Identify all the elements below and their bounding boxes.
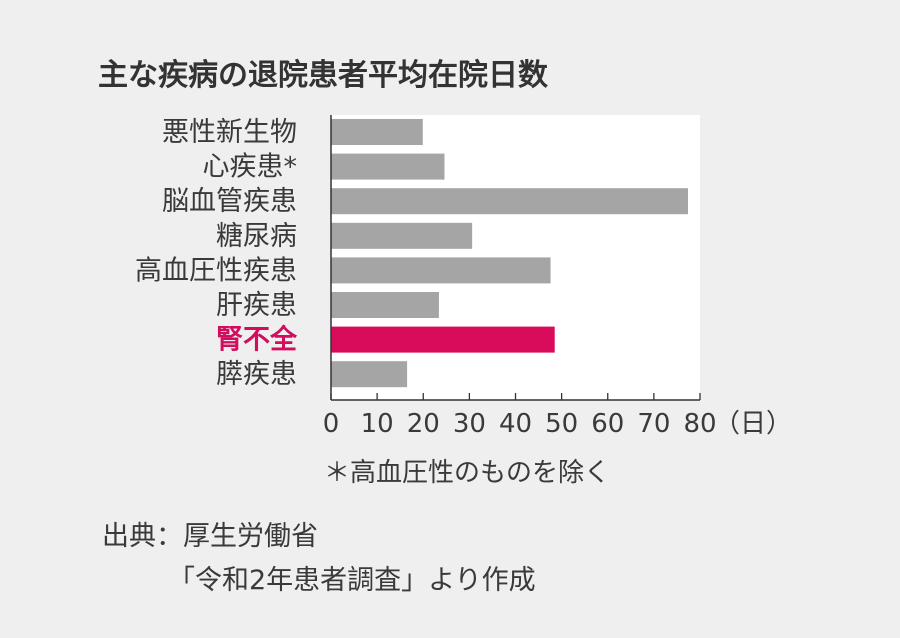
bar-4 xyxy=(331,257,551,284)
bars xyxy=(331,119,689,388)
x-tick-label-8: 80 xyxy=(683,409,716,439)
x-axis: 0 10 20 30 40 50 60 70 80（日） xyxy=(323,115,792,439)
x-tick-label-7: 70 xyxy=(637,409,670,439)
category-label-0: 悪性新生物 xyxy=(162,117,297,148)
x-tick-label-4: 40 xyxy=(499,409,532,439)
bar-5 xyxy=(331,292,439,318)
x-tick-label-0: 0 xyxy=(323,409,340,439)
x-tick-label-6: 60 xyxy=(591,409,624,439)
x-tick-label-5: 50 xyxy=(545,409,578,439)
category-label-2: 脳血管疾患 xyxy=(162,186,297,217)
bar-0 xyxy=(331,119,423,145)
source-line-1: 出典：厚生労働省 xyxy=(102,521,318,552)
category-label-4: 高血圧性疾患 xyxy=(135,255,297,286)
category-label-1: 心疾患* xyxy=(203,152,298,183)
bar-7 xyxy=(331,361,408,388)
x-unit-label: （日） xyxy=(714,409,792,439)
bar-3 xyxy=(331,222,473,249)
chart-note: ＊高血圧性のものを除く xyxy=(324,458,611,488)
bar-1 xyxy=(331,153,445,180)
category-label-3: 糖尿病 xyxy=(216,221,297,252)
bar-6 xyxy=(331,326,555,353)
x-tick-label-3: 30 xyxy=(453,409,486,439)
x-tick-label-1: 10 xyxy=(361,409,394,439)
source-line-2: 「令和2年患者調査」より作成 xyxy=(168,565,536,596)
category-label-6: 腎不全 xyxy=(216,324,298,356)
chart-title: 主な疾病の退院患者平均在院日数 xyxy=(98,58,548,93)
category-label-5: 肝疾患 xyxy=(216,290,297,321)
bar-2 xyxy=(331,188,689,215)
category-label-7: 膵疾患 xyxy=(216,359,297,390)
x-tick-label-2: 20 xyxy=(407,409,440,439)
